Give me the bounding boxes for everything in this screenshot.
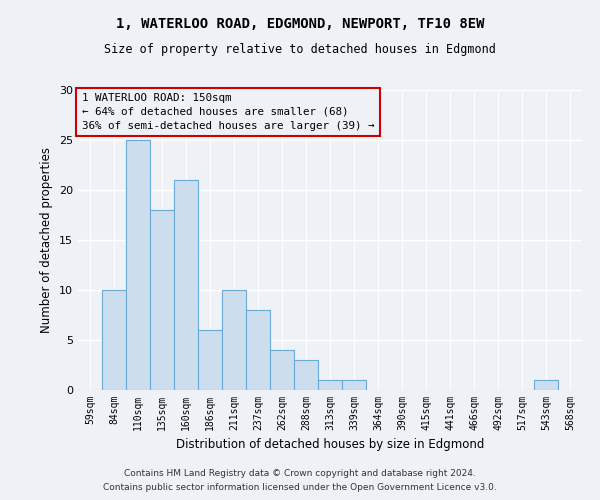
Bar — [246, 310, 270, 390]
Bar — [318, 380, 342, 390]
Text: Size of property relative to detached houses in Edgmond: Size of property relative to detached ho… — [104, 42, 496, 56]
Bar — [102, 290, 126, 390]
Text: 1, WATERLOO ROAD, EDGMOND, NEWPORT, TF10 8EW: 1, WATERLOO ROAD, EDGMOND, NEWPORT, TF10… — [116, 18, 484, 32]
X-axis label: Distribution of detached houses by size in Edgmond: Distribution of detached houses by size … — [176, 438, 484, 452]
Bar — [222, 290, 246, 390]
Bar — [270, 350, 294, 390]
Bar — [150, 210, 174, 390]
Text: Contains HM Land Registry data © Crown copyright and database right 2024.: Contains HM Land Registry data © Crown c… — [124, 468, 476, 477]
Bar — [198, 330, 222, 390]
Bar — [534, 380, 558, 390]
Bar — [126, 140, 150, 390]
Bar — [174, 180, 198, 390]
Bar — [294, 360, 318, 390]
Text: 1 WATERLOO ROAD: 150sqm
← 64% of detached houses are smaller (68)
36% of semi-de: 1 WATERLOO ROAD: 150sqm ← 64% of detache… — [82, 93, 374, 131]
Y-axis label: Number of detached properties: Number of detached properties — [40, 147, 53, 333]
Bar — [342, 380, 366, 390]
Text: Contains public sector information licensed under the Open Government Licence v3: Contains public sector information licen… — [103, 484, 497, 492]
